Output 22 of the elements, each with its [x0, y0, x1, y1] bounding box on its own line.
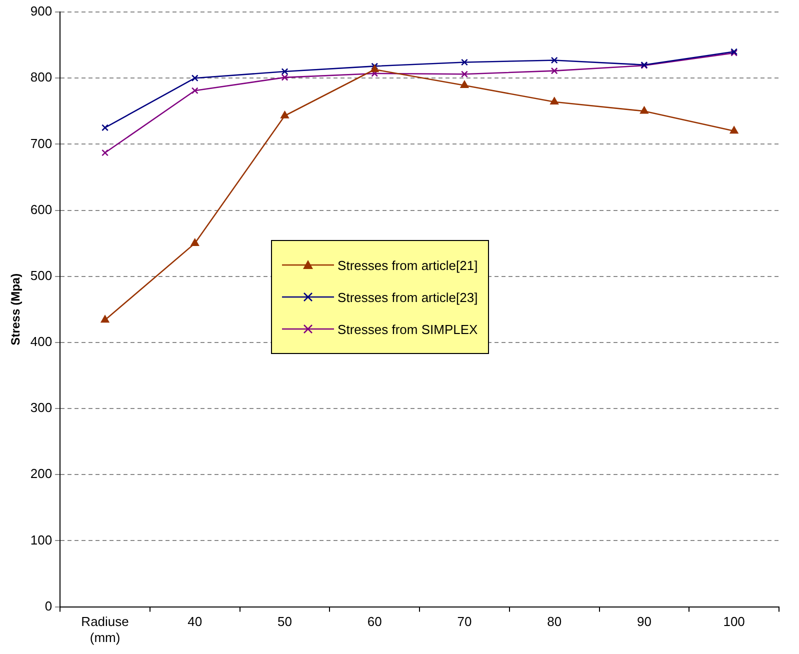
x-tick-label: 40: [188, 614, 202, 630]
x-tick-label: 70: [457, 614, 472, 630]
y-tick-label: 900: [30, 4, 52, 19]
x-tick-label: Radiuse (mm): [81, 614, 129, 645]
x-tick-label: 80: [547, 614, 562, 630]
legend-label: Stresses from article[21]: [338, 258, 478, 273]
y-tick-label: 0: [44, 598, 52, 614]
y-tick-label: 400: [30, 334, 52, 350]
y-tick-label: 600: [30, 202, 52, 217]
y-tick-label: 300: [30, 400, 52, 416]
y-tick-label: 700: [30, 136, 52, 151]
legend-label: Stresses from article[23]: [338, 290, 478, 305]
y-axis-title: Stress (Mpa): [8, 273, 23, 346]
legend-label: Stresses from SIMPLEX: [338, 322, 478, 337]
y-tick-label: 200: [30, 466, 52, 482]
y-tick-label: 100: [30, 532, 52, 548]
x-tick-label: 90: [636, 614, 652, 630]
x-tick-label: 100: [723, 614, 745, 630]
y-tick-label: 800: [30, 70, 52, 85]
x-tick-label: 50: [278, 614, 292, 630]
y-tick-label: 500: [30, 268, 52, 283]
x-tick-label: 60: [367, 614, 382, 630]
